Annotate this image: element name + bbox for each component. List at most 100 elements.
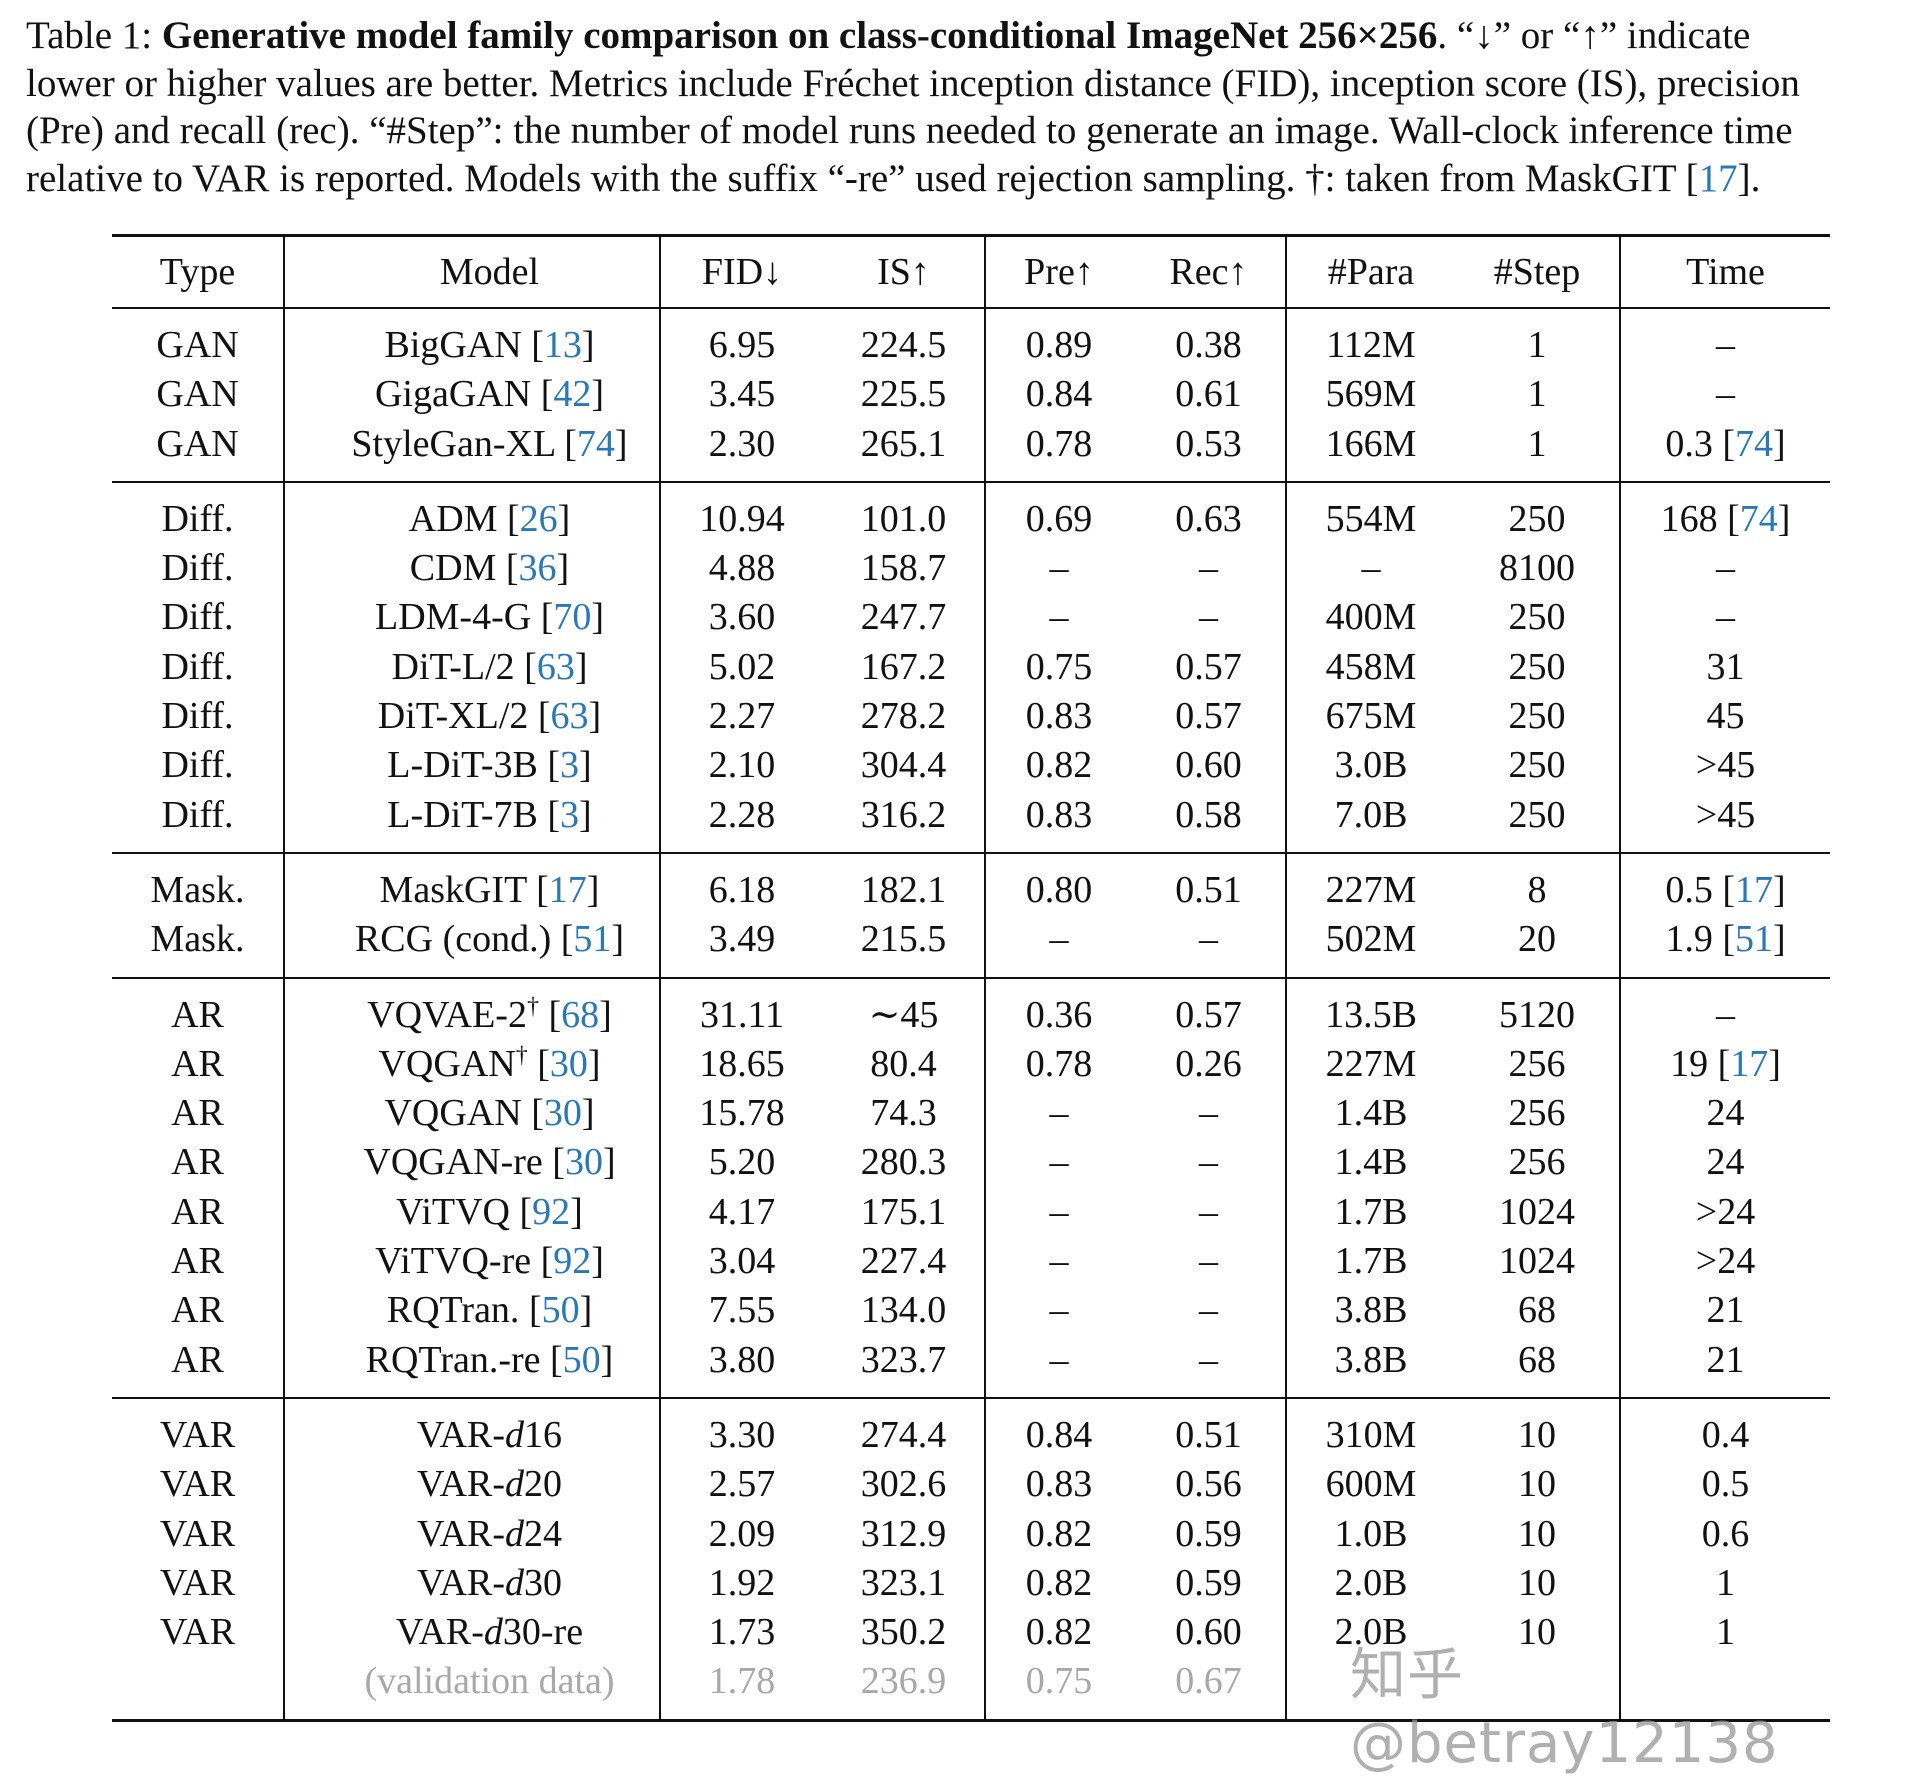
cell-model: ViTVQ-re [92] — [283, 1237, 660, 1287]
citation-link[interactable]: 50 — [562, 1338, 601, 1381]
citation-link[interactable]: 36 — [518, 547, 557, 590]
caption-line-2: lower or higher values are better. Metri… — [26, 61, 1800, 105]
time-value: 21 — [1706, 1338, 1745, 1381]
cell-time: 0.4 — [1619, 1410, 1830, 1461]
cell-rec: 0.67 — [1175, 1660, 1242, 1703]
cell-para: 1.0B — [1285, 1509, 1455, 1559]
bracket: ] — [581, 324, 595, 366]
cell-fid: 1.92 — [659, 1558, 823, 1609]
citation-link[interactable]: 74 — [1739, 497, 1778, 540]
cell-model: RQTran. [50] — [283, 1286, 660, 1336]
citation-link[interactable]: 74 — [576, 422, 615, 465]
model-name: VQGAN-re — [363, 1141, 553, 1184]
cell-is: 134.0 — [860, 1289, 947, 1332]
cell-time: – — [1619, 990, 1830, 1040]
cell-type: GAN — [156, 422, 239, 465]
cell-time: 21 — [1619, 1286, 1830, 1336]
cell-rec: – — [1199, 1190, 1218, 1233]
cell-pre: 0.82 — [984, 741, 1132, 791]
model-name: CDM — [409, 547, 506, 590]
cell-is: 265.1 — [860, 422, 947, 465]
cell-fid: 3.49 — [659, 915, 823, 965]
cell-fid: 1.73 — [659, 1608, 823, 1658]
citation-link[interactable]: 51 — [573, 918, 612, 961]
cell-step: 250 — [1508, 695, 1566, 738]
citation-link[interactable]: 17 — [1735, 868, 1773, 911]
model-name-italic: d — [505, 1413, 524, 1456]
citation-link[interactable]: 17 — [548, 868, 587, 911]
caption-line-1: Table 1: Generative model family compari… — [26, 12, 1910, 60]
cell-rec: 0.53 — [1175, 422, 1242, 465]
citation-link[interactable]: 68 — [561, 993, 600, 1036]
citation-link[interactable]: 42 — [553, 373, 592, 416]
table-caption: Table 1: Generative model family compari… — [26, 12, 1910, 202]
time-value: 0.5 — [1701, 1463, 1750, 1506]
model-name-suffix: 30 — [524, 1561, 562, 1604]
table-row: AR VQGAN-re [30] 5.20 280.3– –1.4B 256 24 — [112, 1138, 1830, 1188]
bracket: [ — [560, 918, 574, 961]
citation-link[interactable]: 74 — [1735, 422, 1773, 465]
citation-link[interactable]: 3 — [560, 793, 580, 836]
table-row: Diff. DiT-L/2 [63] 5.02 167.2 0.75 0.57 458M 25… — [112, 642, 1830, 693]
citation-link[interactable]: 30 — [549, 1042, 588, 1085]
bracket: [ — [1722, 868, 1735, 911]
bracket: ] — [1773, 422, 1786, 465]
cell-pre: – — [984, 1335, 1132, 1385]
citation-link[interactable]: 50 — [541, 1289, 580, 1332]
cell-para: 458M — [1285, 642, 1455, 693]
model-name: RQTran. — [386, 1289, 529, 1332]
cell-type: Diff. — [161, 695, 234, 738]
table-row: GAN GigaGAN [42] 3.45 225.5 0.84 0.61 569M 1– — [112, 370, 1830, 420]
bracket: [ — [537, 695, 551, 738]
cell-time: – — [1619, 593, 1830, 643]
citation-link[interactable]: 92 — [553, 1240, 592, 1283]
cell-is: 80.4 — [870, 1042, 937, 1085]
cell-type: VAR — [159, 1463, 236, 1506]
table-row: AR RQTran. [50] 7.55 134.0– –3.8B 68 21 — [112, 1286, 1830, 1336]
cell-is: 323.7 — [860, 1338, 947, 1381]
caption-title: Generative model family comparison on cl… — [161, 14, 1438, 57]
citation-link[interactable]: 13 — [543, 324, 582, 366]
cell-rec: 0.51 — [1175, 1413, 1242, 1456]
citation-link[interactable]: 26 — [519, 497, 558, 540]
cell-time: >45 — [1619, 741, 1830, 791]
cell-type: VAR — [159, 1413, 236, 1456]
model-name: RQTran.-re — [365, 1338, 551, 1381]
citation-link[interactable]: 3 — [560, 744, 580, 787]
citation-link[interactable]: 30 — [564, 1141, 603, 1184]
cell-para: 502M — [1285, 915, 1455, 965]
cell-step: 1 — [1527, 422, 1547, 465]
citation-link[interactable]: 17 — [1730, 1042, 1769, 1085]
table-row: GAN BigGAN [13] 6.95 224.5 0.89 0.38 112M 1– — [112, 321, 1830, 371]
citation-link[interactable]: 92 — [532, 1190, 571, 1233]
cell-pre: 0.69 — [984, 494, 1132, 545]
cell-rec: 0.58 — [1175, 793, 1242, 836]
cell-rec: – — [1199, 1338, 1218, 1381]
citation-link[interactable]: 63 — [550, 695, 589, 738]
citation-link[interactable]: 51 — [1735, 918, 1773, 961]
bracket: ] — [588, 695, 602, 738]
header-model: Model — [283, 234, 660, 308]
cell-is: 101.0 — [860, 497, 947, 540]
cell-is: 350.2 — [860, 1611, 947, 1654]
cell-time: 168 [74] — [1619, 494, 1830, 545]
cell-type: Diff. — [161, 793, 234, 836]
cell-model: VQGAN [30] — [283, 1089, 660, 1139]
group-spacer — [112, 1706, 1830, 1722]
bracket: ] — [600, 1338, 614, 1381]
cell-model: VAR-d20 — [283, 1460, 660, 1510]
header-para: #Para — [1285, 234, 1455, 308]
model-name: VAR- — [417, 1512, 505, 1555]
model-name: VAR- — [417, 1463, 505, 1506]
citation-link[interactable]: 70 — [553, 596, 592, 639]
cell-pre: – — [984, 915, 1132, 965]
table-row: Diff. LDM-4-G [70] 3.60 247.7– –400M 250– — [112, 593, 1830, 643]
cell-rec: 0.60 — [1175, 744, 1242, 787]
cell-type: AR — [171, 1338, 224, 1381]
bracket: ] — [579, 744, 592, 787]
citation-link[interactable]: 17 — [1698, 156, 1738, 200]
citation-link[interactable]: 63 — [536, 645, 575, 688]
cell-is: 225.5 — [860, 373, 947, 416]
cell-type: VAR — [159, 1561, 236, 1604]
citation-link[interactable]: 30 — [543, 1092, 582, 1135]
